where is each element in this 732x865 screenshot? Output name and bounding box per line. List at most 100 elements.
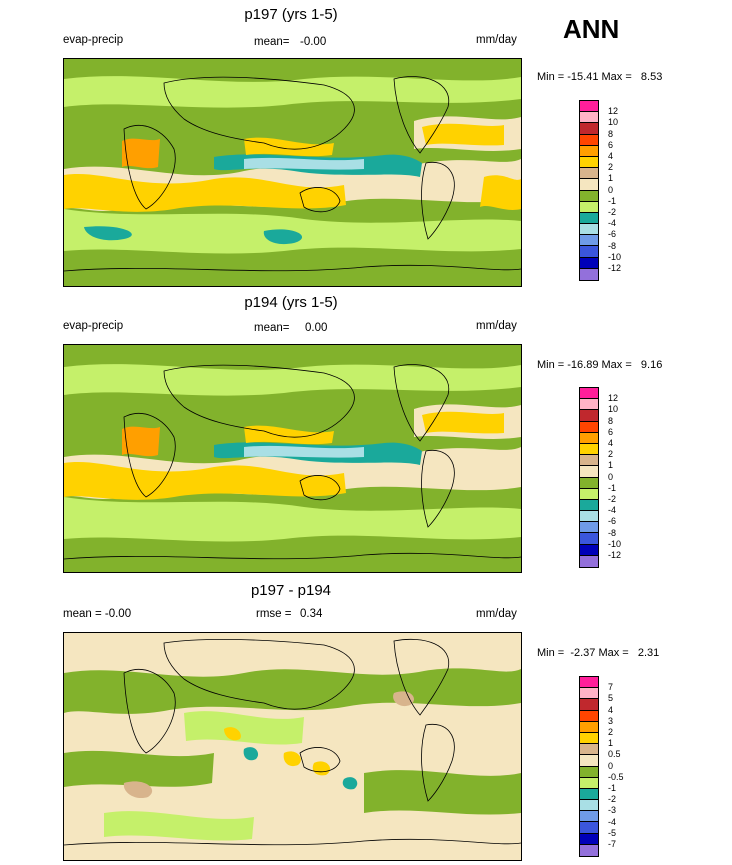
colorbar-tick-label: 5 xyxy=(608,693,614,704)
colorbar-swatch xyxy=(580,190,598,202)
colorbar-swatch xyxy=(580,257,598,269)
colorbar-swatch xyxy=(580,822,598,834)
panel-3-map xyxy=(63,632,522,861)
colorbar-swatch xyxy=(580,168,598,180)
panel-3-mean: mean = -0.00 xyxy=(63,608,132,620)
colorbar-tick-label: 4 xyxy=(608,438,614,448)
colorbar-tick-label: -2 xyxy=(608,494,617,504)
colorbar-swatch xyxy=(580,443,598,456)
panel-3-colorbar-ticks: 7 5 4 3 2 1 0.5 0 -0.5 -1 -2 -3 -4 -5 -7 xyxy=(608,676,648,856)
colorbar-swatch xyxy=(580,544,598,556)
panel-2-map xyxy=(63,344,522,573)
colorbar-swatch xyxy=(580,268,598,280)
colorbar-tick-label: 0 xyxy=(608,760,614,771)
panel-1-mean-label: mean= xyxy=(254,36,290,48)
colorbar-tick-label: 1 xyxy=(608,173,614,184)
colorbar-tick-label: 10 xyxy=(608,117,619,128)
colorbar-tick-label: 8 xyxy=(608,415,614,426)
colorbar-tick-label: -4 xyxy=(608,816,617,827)
colorbar-swatch xyxy=(580,721,598,733)
colorbar-tick-label: -12 xyxy=(608,550,622,560)
colorbar-tick-label: 4 xyxy=(608,704,614,715)
colorbar-swatch xyxy=(580,134,598,146)
panel-3-units: mm/day xyxy=(476,608,517,620)
colorbar-swatch xyxy=(580,777,598,789)
colorbar-tick-label: -8 xyxy=(608,240,617,251)
colorbar-tick-label: -1 xyxy=(608,195,617,206)
panel-2-mean-label: mean= xyxy=(254,322,290,334)
panel-1-map xyxy=(63,58,522,287)
colorbar-tick-label: 8 xyxy=(608,128,614,139)
panel-2-title: p194 (yrs 1-5) xyxy=(244,294,338,311)
colorbar-swatch xyxy=(580,246,598,258)
colorbar-tick-label: -4 xyxy=(608,505,617,516)
colorbar-swatch xyxy=(580,788,598,801)
colorbar-tick-label: 3 xyxy=(608,715,614,726)
colorbar-swatch xyxy=(580,766,598,778)
colorbar-tick-label: 0 xyxy=(608,184,614,195)
colorbar-tick-label: -4 xyxy=(608,218,617,229)
panel-2-units: mm/day xyxy=(476,320,517,332)
colorbar-tick-label: 12 xyxy=(608,106,619,117)
colorbar-swatch xyxy=(580,112,598,124)
colorbar-swatch xyxy=(580,755,598,767)
colorbar-tick-label: 2 xyxy=(608,162,614,173)
colorbar-swatch xyxy=(580,732,598,745)
colorbar-tick-label: -7 xyxy=(608,839,617,849)
colorbar-tick-label: -5 xyxy=(608,827,617,838)
colorbar-swatch xyxy=(580,488,598,500)
colorbar-swatch xyxy=(580,145,598,157)
colorbar-swatch xyxy=(580,555,598,567)
panel-1-colorbar-ticks: 12 10 8 6 4 2 1 0 -1 -2 -4 -6 -8 -10 -12 xyxy=(608,100,648,280)
colorbar-swatch xyxy=(580,101,598,113)
colorbar-tick-label: 0.5 xyxy=(608,749,621,760)
colorbar-swatch xyxy=(580,688,598,700)
panel-3-rmse-value: 0.34 xyxy=(300,608,323,620)
colorbar-tick-label: -6 xyxy=(608,229,617,240)
colorbar-tick-label: 7 xyxy=(608,682,614,693)
panel-2-colorbar-ticks: 12 10 8 6 4 2 1 0 -1 -2 -4 -6 -8 -10 -12 xyxy=(608,387,648,567)
panel-1-minmax: Min = -15.41 Max = 8.53 xyxy=(537,71,663,83)
colorbar-swatch xyxy=(580,432,598,444)
colorbar-swatch xyxy=(580,699,598,711)
colorbar-tick-label: -8 xyxy=(608,527,617,538)
colorbar-swatch xyxy=(580,677,598,689)
colorbar-tick-label: -6 xyxy=(608,516,617,527)
colorbar-tick-label: 10 xyxy=(608,404,619,415)
season-label: ANN xyxy=(563,14,620,44)
colorbar-tick-label: -10 xyxy=(608,538,622,549)
colorbar-swatch xyxy=(580,533,598,545)
colorbar-tick-label: -2 xyxy=(608,207,617,217)
colorbar-swatch xyxy=(580,212,598,225)
colorbar-swatch xyxy=(580,522,598,534)
colorbar-swatch xyxy=(580,710,598,722)
colorbar-swatch xyxy=(580,201,598,213)
panel-1-mean-value: -0.00 xyxy=(300,36,327,48)
panel-2-mean-value: 0.00 xyxy=(305,322,328,334)
colorbar-swatch xyxy=(580,224,598,236)
colorbar-swatch xyxy=(580,499,598,512)
colorbar-swatch xyxy=(580,421,598,433)
panel-2-colorbar xyxy=(579,387,599,568)
colorbar-swatch xyxy=(580,388,598,400)
panel-3-rmse-label: rmse = xyxy=(256,608,292,620)
colorbar-swatch xyxy=(580,410,598,422)
colorbar-tick-label: -2 xyxy=(608,794,617,805)
colorbar-tick-label: 1 xyxy=(608,460,614,471)
colorbar-tick-label: 2 xyxy=(608,449,614,460)
colorbar-swatch xyxy=(580,235,598,247)
panel-1-colorbar xyxy=(579,100,599,281)
colorbar-swatch xyxy=(580,156,598,169)
panel-1-variable: evap-precip xyxy=(63,34,124,46)
colorbar-swatch xyxy=(580,744,598,756)
colorbar-swatch xyxy=(580,800,598,812)
colorbar-tick-label: -1 xyxy=(608,482,617,493)
colorbar-swatch xyxy=(580,466,598,478)
panel-2-minmax: Min = -16.89 Max = 9.16 xyxy=(537,359,663,371)
colorbar-tick-label: 2 xyxy=(608,727,614,737)
colorbar-tick-label: 1 xyxy=(608,738,614,749)
colorbar-swatch xyxy=(580,511,598,523)
panel-3-colorbar xyxy=(579,676,599,857)
colorbar-swatch xyxy=(580,455,598,467)
colorbar-tick-label: 0 xyxy=(608,471,614,482)
